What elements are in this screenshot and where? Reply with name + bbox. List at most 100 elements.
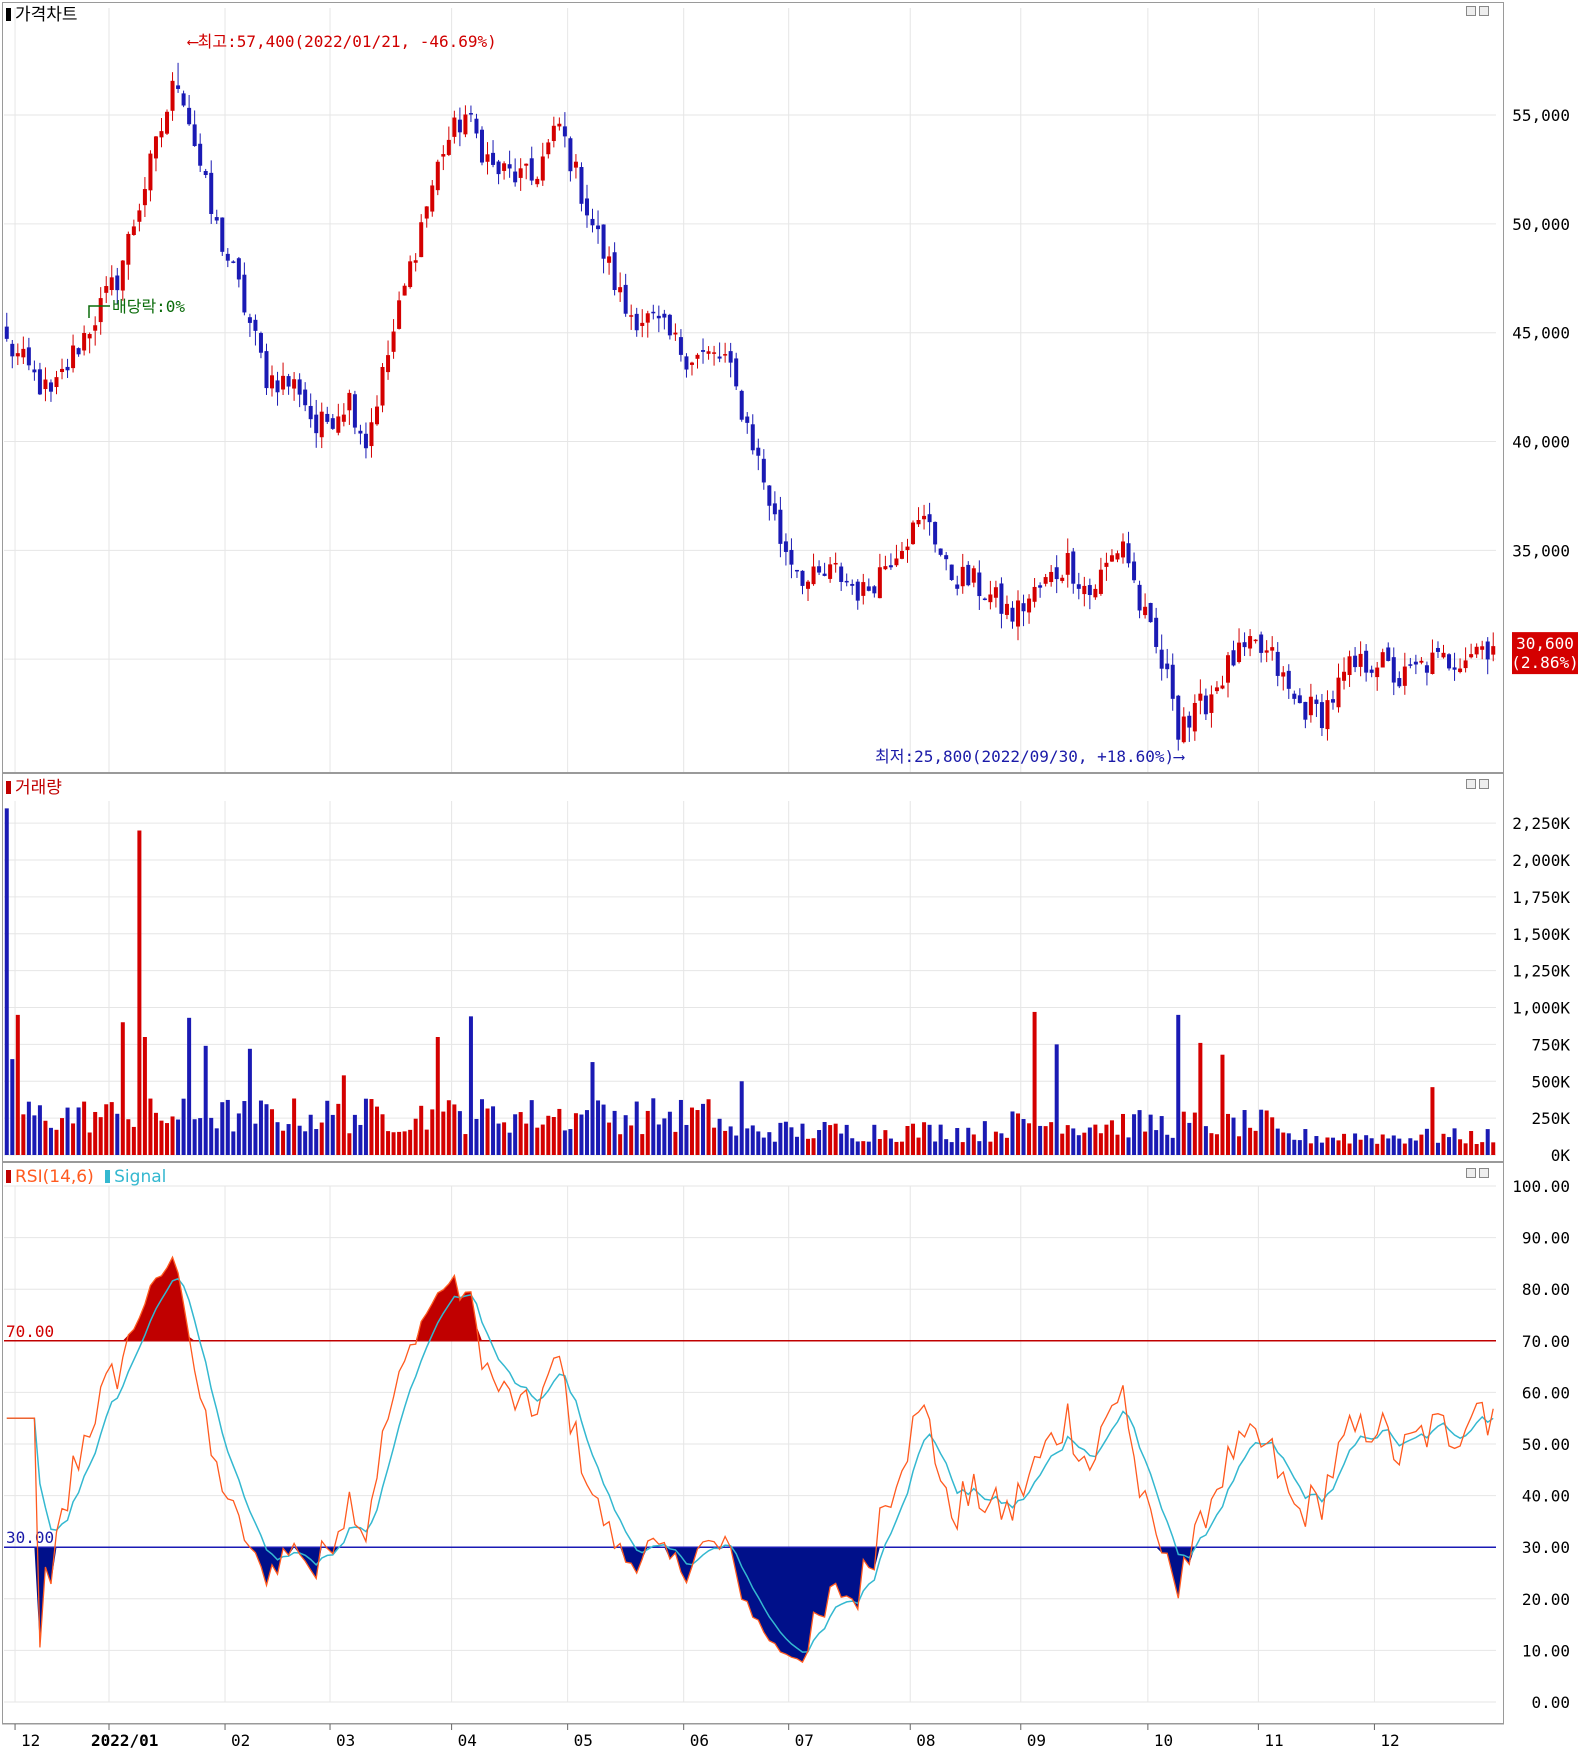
volume-bar: [977, 1141, 982, 1155]
candle-body: [629, 315, 634, 317]
volume-bar: [750, 1125, 755, 1155]
candle-body: [1198, 693, 1203, 701]
volume-bar: [148, 1098, 153, 1155]
volume-bar: [242, 1101, 247, 1155]
volume-bar: [198, 1118, 203, 1155]
low-annotation: 최저:25,800(2022/09/30, +18.60%)⟶: [875, 747, 1185, 766]
candle-body: [728, 351, 733, 363]
volume-bar: [281, 1130, 286, 1155]
candle-body: [1292, 693, 1297, 699]
rsi-window-buttons[interactable]: [1466, 1168, 1492, 1179]
candle-body: [375, 406, 379, 425]
volume-bar: [397, 1131, 402, 1155]
volume-bar: [1270, 1117, 1275, 1155]
rsi-y-tick: 50.00: [1522, 1435, 1570, 1454]
price-y-tick: 50,000: [1512, 215, 1570, 234]
volume-bar: [4, 808, 9, 1155]
candle-body: [1402, 666, 1407, 686]
volume-bar: [938, 1124, 943, 1155]
volume-bar: [297, 1125, 302, 1155]
candle-body: [1132, 561, 1137, 581]
minimize-icon[interactable]: [1466, 6, 1476, 16]
volume-bar: [982, 1121, 987, 1155]
close-icon[interactable]: [1479, 6, 1489, 16]
candle-body: [1397, 678, 1402, 687]
volume-bar: [26, 1101, 31, 1155]
volume-bar: [142, 1037, 147, 1155]
price-grid: [4, 8, 1496, 772]
volume-bar: [568, 1129, 573, 1155]
candle-body: [297, 379, 302, 395]
volume-bar: [596, 1100, 601, 1155]
volume-window-buttons[interactable]: [1466, 779, 1492, 790]
volume-bar: [93, 1111, 98, 1155]
panel-marker-icon: [6, 8, 11, 21]
candle-body: [927, 514, 932, 523]
candle-body: [1259, 634, 1264, 653]
price-y-tick: 45,000: [1512, 324, 1570, 343]
candle-body: [684, 356, 689, 370]
volume-bar: [844, 1124, 849, 1155]
candle-body: [386, 355, 391, 373]
volume-bar: [833, 1123, 838, 1155]
candle-body: [993, 587, 998, 598]
volume-bar: [1154, 1130, 1159, 1155]
candle-body: [988, 594, 993, 603]
candle-body: [966, 564, 971, 586]
minimize-icon[interactable]: [1466, 1168, 1476, 1178]
candle-body: [1380, 652, 1385, 668]
close-icon[interactable]: [1479, 779, 1489, 789]
volume-bar: [1353, 1133, 1358, 1155]
volume-bar: [1419, 1134, 1424, 1155]
volume-bar: [999, 1133, 1004, 1155]
candle-body: [1082, 585, 1087, 595]
candle-body: [1170, 664, 1175, 699]
close-icon[interactable]: [1479, 1168, 1489, 1178]
volume-bar: [540, 1124, 545, 1155]
candle-body: [899, 550, 904, 559]
signal-line: [6, 1277, 1494, 1653]
volume-bar: [231, 1131, 236, 1155]
volume-bar: [1093, 1124, 1098, 1155]
candle-body: [877, 567, 882, 599]
candle-body: [612, 252, 617, 291]
candle-body: [706, 351, 711, 354]
volume-bar: [1336, 1140, 1341, 1155]
candle-body: [43, 379, 48, 390]
candle-body: [363, 433, 368, 449]
volume-bar: [1447, 1137, 1452, 1155]
minimize-icon[interactable]: [1466, 779, 1476, 789]
volume-bar: [181, 1098, 186, 1155]
volume-bar: [1430, 1087, 1435, 1155]
candle-body: [170, 80, 175, 111]
volume-bar: [369, 1099, 374, 1155]
volume-bar: [87, 1132, 92, 1155]
candle-body: [772, 503, 777, 515]
candle-body: [1010, 607, 1015, 622]
volume-bar: [584, 1110, 589, 1155]
volume-bar: [988, 1141, 993, 1155]
panel-marker-icon: [6, 1170, 11, 1183]
volume-bar: [1098, 1133, 1103, 1155]
candle-body: [1004, 603, 1009, 615]
volume-bar: [590, 1062, 595, 1155]
candle-body: [551, 125, 556, 142]
volume-bar: [1137, 1110, 1142, 1155]
volume-panel: 거래량 2,250K 2,000K 1,750K 1,500K 1,250K 1,000K…: [0, 773, 1580, 1162]
volume-bar: [1491, 1142, 1496, 1155]
volume-bar: [662, 1118, 667, 1155]
volume-bar: [15, 1014, 20, 1155]
candle-body: [1325, 700, 1330, 730]
rsi-fills: [34, 1257, 1195, 1663]
candle-body: [1314, 699, 1319, 704]
volume-bar: [701, 1103, 706, 1155]
volume-bar: [264, 1104, 269, 1155]
candle-body: [148, 153, 153, 191]
candle-body: [833, 562, 838, 565]
volume-bar: [225, 1099, 230, 1155]
price-window-buttons[interactable]: [1466, 6, 1492, 17]
candle-body: [1364, 650, 1369, 673]
volume-bar: [971, 1134, 976, 1155]
volume-bar: [960, 1142, 965, 1155]
candle-body: [1319, 702, 1324, 729]
